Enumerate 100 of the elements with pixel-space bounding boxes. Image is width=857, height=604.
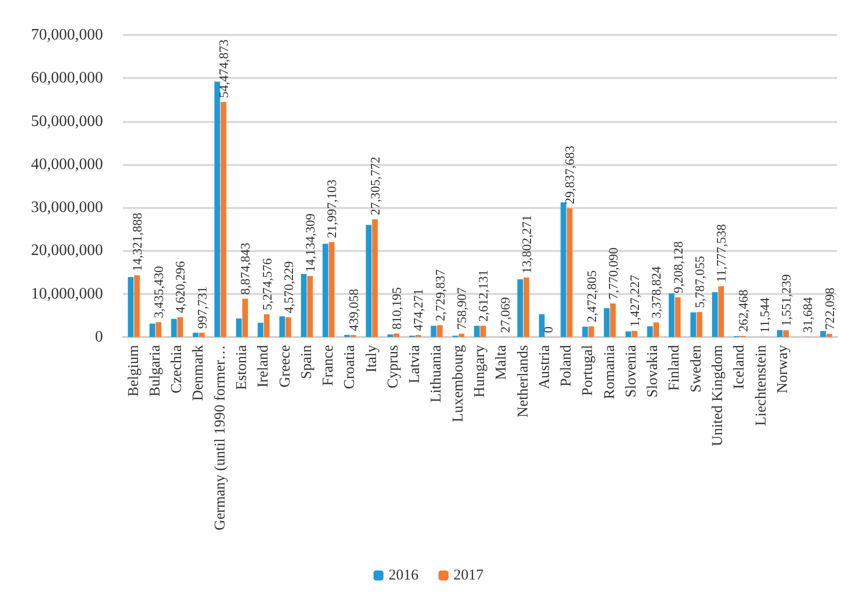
data-label: 7,770,090 bbox=[605, 247, 620, 300]
bar bbox=[610, 303, 616, 337]
y-tick-label: 40,000,000 bbox=[31, 156, 103, 173]
bar bbox=[566, 208, 572, 337]
x-tick-label: Austria bbox=[536, 344, 553, 390]
data-label: 2,612,131 bbox=[476, 270, 491, 322]
bar bbox=[718, 286, 724, 337]
bar bbox=[171, 318, 177, 337]
bar bbox=[712, 292, 718, 337]
y-tick-label: 60,000,000 bbox=[31, 70, 103, 87]
bar bbox=[264, 314, 270, 337]
data-label: 3,435,430 bbox=[151, 266, 166, 318]
bar bbox=[653, 322, 660, 337]
data-label: 5,274,576 bbox=[259, 258, 274, 310]
bar bbox=[538, 314, 545, 337]
bar bbox=[604, 308, 610, 337]
y-tick-label: 20,000,000 bbox=[31, 242, 103, 260]
bar bbox=[437, 325, 443, 337]
data-label: 54,474,873 bbox=[216, 39, 231, 98]
x-tick-label: Bulgaria bbox=[147, 344, 164, 397]
bar bbox=[366, 224, 372, 337]
x-tick-label: Finland bbox=[666, 344, 683, 391]
bar bbox=[690, 312, 696, 337]
x-tick-label: Slovenia bbox=[623, 344, 640, 398]
bar bbox=[388, 334, 394, 337]
x-tick-label: Norway bbox=[774, 344, 791, 394]
bar bbox=[820, 330, 826, 337]
x-tick-label: France bbox=[320, 344, 337, 386]
x-tick-label: Iceland bbox=[732, 344, 748, 390]
legend-label: 2017 bbox=[454, 568, 484, 584]
bar bbox=[647, 326, 653, 337]
bar bbox=[300, 274, 307, 337]
x-tick-label: Belgium bbox=[126, 344, 142, 397]
x-tick-label: Luxembourg bbox=[450, 344, 466, 422]
y-tick-label: 30,000,000 bbox=[31, 199, 103, 216]
x-tick-label: Greece bbox=[277, 344, 294, 388]
x-tick-label: Portugal bbox=[580, 345, 596, 396]
data-label: 11,544 bbox=[756, 297, 772, 333]
data-label: 13,802,271 bbox=[518, 214, 534, 274]
bar bbox=[150, 324, 156, 337]
bar bbox=[696, 312, 702, 337]
bar bbox=[236, 318, 242, 337]
data-label: 3,378,824 bbox=[648, 266, 664, 318]
x-tick-label: Denmark bbox=[190, 344, 207, 401]
data-label: 9,208,128 bbox=[670, 241, 686, 294]
x-tick-label: Spain bbox=[298, 344, 315, 380]
bar bbox=[517, 279, 523, 337]
y-tick-label: 10,000,000 bbox=[31, 285, 103, 302]
x-tick-label: Italy bbox=[364, 344, 380, 372]
data-label: 4,620,296 bbox=[172, 260, 188, 314]
bar bbox=[588, 326, 594, 337]
bar bbox=[242, 298, 248, 337]
bar bbox=[668, 293, 674, 337]
bar bbox=[474, 326, 480, 337]
data-label: 262,468 bbox=[735, 290, 750, 332]
x-tick-label: Croatia bbox=[342, 344, 358, 390]
data-label: 474,271 bbox=[410, 288, 426, 331]
data-label: 5,787,055 bbox=[692, 256, 707, 308]
data-label: 997,731 bbox=[194, 286, 210, 329]
data-label: 14,321,888 bbox=[129, 212, 144, 272]
x-tick-label: Sweden bbox=[688, 344, 704, 392]
bar bbox=[128, 277, 134, 337]
y-tick-label: 70,000,000 bbox=[31, 26, 103, 44]
data-label: 11,777,538 bbox=[714, 224, 729, 282]
bar bbox=[192, 332, 198, 337]
data-label: 29,837,683 bbox=[562, 146, 578, 204]
x-tick-label: Liechtenstein bbox=[753, 344, 770, 426]
x-tick-label: Lithuania bbox=[428, 344, 445, 402]
x-tick-label: Netherlands bbox=[515, 344, 532, 418]
bar bbox=[220, 102, 226, 337]
data-label: 27,305,772 bbox=[367, 156, 382, 216]
bar bbox=[626, 331, 632, 337]
data-label: 14,134,309 bbox=[302, 214, 318, 272]
bar bbox=[524, 277, 530, 337]
bar bbox=[279, 316, 285, 337]
bar bbox=[199, 332, 205, 337]
bar bbox=[458, 334, 464, 337]
x-tick-label: Estonia bbox=[234, 344, 250, 390]
bar bbox=[214, 82, 220, 337]
y-tick-label: 50,000,000 bbox=[31, 112, 103, 130]
data-label: 1,551,239 bbox=[778, 274, 794, 326]
x-tick-label: Germany (until 1990 former… bbox=[212, 345, 228, 530]
x-tick-label: Malta bbox=[494, 344, 510, 380]
data-label: 8,874,843 bbox=[238, 242, 253, 295]
bar bbox=[177, 317, 184, 337]
data-label: 31,684 bbox=[800, 296, 816, 333]
data-label: 2,729,837 bbox=[432, 268, 448, 322]
data-label: 21,997,103 bbox=[324, 180, 340, 238]
x-tick-label: Cyprus bbox=[385, 344, 402, 388]
legend-label: 2016 bbox=[388, 568, 419, 584]
bar bbox=[322, 244, 328, 337]
x-tick-label: Ireland bbox=[256, 344, 272, 388]
x-tick-label: United Kingdom bbox=[710, 344, 726, 446]
data-label: 810,195 bbox=[389, 287, 404, 330]
bar bbox=[328, 242, 334, 337]
data-label: 1,427,227 bbox=[627, 274, 642, 327]
bar bbox=[776, 330, 783, 337]
x-tick-label: Poland bbox=[558, 344, 575, 387]
x-tick-label: Romania bbox=[602, 344, 618, 400]
data-label: 2,472,805 bbox=[584, 270, 599, 322]
